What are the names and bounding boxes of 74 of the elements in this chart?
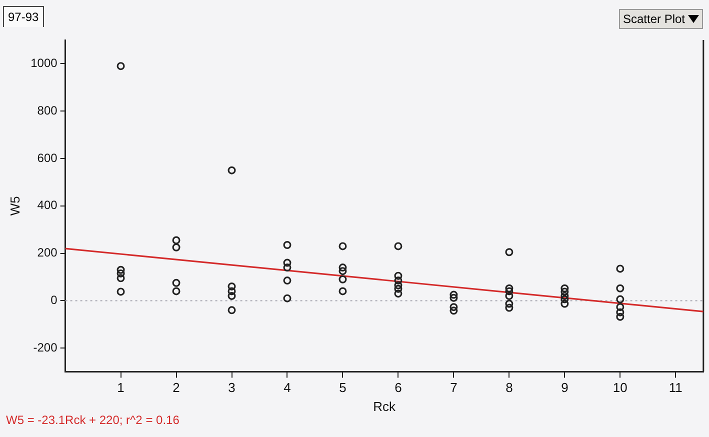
x-tick-label: 10 <box>612 380 628 396</box>
point <box>616 295 624 304</box>
point <box>116 269 125 278</box>
point <box>560 284 569 292</box>
x-tick-label: 9 <box>561 380 568 396</box>
y-axis-title: W5 <box>7 196 22 216</box>
point <box>228 306 236 314</box>
point <box>505 284 514 292</box>
point <box>394 272 402 280</box>
point <box>616 312 624 321</box>
point <box>283 294 292 302</box>
point <box>616 303 624 312</box>
y-tick-label: 600 <box>37 150 58 165</box>
x-tick-label: 7 <box>450 380 458 396</box>
x-tick-label: 6 <box>394 380 402 396</box>
point <box>450 290 458 299</box>
point <box>616 308 624 316</box>
x-tick-label: 2 <box>172 380 180 396</box>
point <box>228 287 236 296</box>
point <box>116 274 125 282</box>
point <box>338 264 347 272</box>
point <box>560 288 569 296</box>
point <box>338 287 347 296</box>
point <box>338 267 347 276</box>
y-tick-label: 400 <box>37 198 58 212</box>
point <box>616 284 624 292</box>
point <box>450 306 458 315</box>
point <box>505 248 514 256</box>
x-tick-label: 11 <box>668 380 682 396</box>
point <box>394 284 402 293</box>
x-tick-label: 1 <box>117 380 124 396</box>
point <box>450 303 458 312</box>
point <box>283 276 292 285</box>
point <box>283 264 292 272</box>
point <box>338 242 347 250</box>
point <box>616 264 624 273</box>
y-tick-label: -200 <box>33 340 58 354</box>
point <box>116 266 125 274</box>
point <box>228 292 236 300</box>
text: Scatter Plot <box>622 12 685 26</box>
point <box>228 166 236 174</box>
point <box>394 242 402 250</box>
point <box>172 287 180 296</box>
point <box>505 287 514 296</box>
chart-title: 97-93 <box>3 6 44 27</box>
point <box>172 243 180 252</box>
y-tick-label: 800 <box>37 103 58 118</box>
x-axis-title: Rck <box>373 398 396 414</box>
point <box>172 278 180 287</box>
point <box>560 295 569 304</box>
point <box>228 282 236 290</box>
point <box>505 304 514 312</box>
point <box>394 281 402 290</box>
y-tick-label: 200 <box>37 246 58 260</box>
x-tick-label: 8 <box>506 380 513 396</box>
point <box>116 288 125 296</box>
point <box>283 258 292 267</box>
point <box>560 300 569 308</box>
y-tick-label: 1000 <box>30 56 58 70</box>
point <box>394 276 402 285</box>
point <box>505 300 514 308</box>
x-tick-label: 5 <box>339 380 346 396</box>
point <box>283 241 292 250</box>
point <box>394 290 402 298</box>
x-tick-label: 3 <box>228 380 236 396</box>
point <box>172 236 180 244</box>
x-tick-label: 4 <box>284 380 291 396</box>
point <box>560 292 569 300</box>
point <box>505 292 514 300</box>
y-tick-label: 0 <box>50 293 58 308</box>
point <box>338 275 347 284</box>
point <box>116 62 125 70</box>
text: W5 = -23.1Rck + 220; r^2 = 0.16 <box>6 413 180 427</box>
point <box>450 294 458 302</box>
